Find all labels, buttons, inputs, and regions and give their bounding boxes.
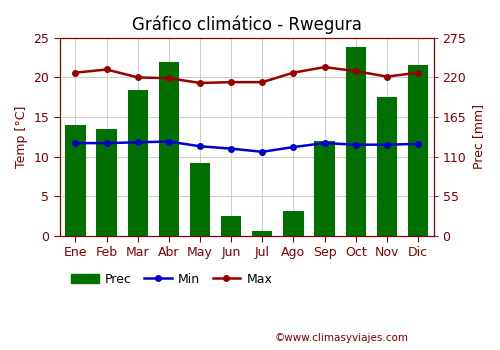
Min: [72, 141, 78, 145]
Min: [134, 140, 140, 145]
Bar: [190, 163, 210, 236]
Bar: [252, 231, 272, 236]
Max: [415, 71, 421, 75]
Title: Gráfico climático - Rwegura: Gráfico climático - Rwegura: [132, 15, 362, 34]
Max: [72, 71, 78, 75]
Line: Max: Max: [72, 64, 420, 86]
Max: [197, 81, 203, 85]
Min: [166, 139, 172, 144]
Max: [134, 75, 140, 79]
Min: [197, 144, 203, 148]
Min: [260, 150, 266, 154]
Bar: [221, 216, 241, 236]
Min: [384, 142, 390, 147]
Line: Min: Min: [72, 139, 420, 155]
Min: [352, 142, 358, 147]
Bar: [158, 62, 179, 236]
Max: [260, 80, 266, 84]
Max: [352, 69, 358, 73]
Max: [166, 76, 172, 80]
Bar: [96, 129, 116, 236]
Max: [104, 68, 110, 72]
Bar: [66, 125, 86, 236]
Bar: [128, 90, 148, 236]
Min: [322, 141, 328, 145]
Y-axis label: Prec [mm]: Prec [mm]: [472, 104, 485, 169]
Bar: [408, 65, 428, 236]
Bar: [284, 211, 304, 236]
Max: [290, 71, 296, 75]
Min: [228, 147, 234, 151]
Min: [290, 145, 296, 149]
Y-axis label: Temp [°C]: Temp [°C]: [15, 106, 28, 168]
Legend: Prec, Min, Max: Prec, Min, Max: [66, 268, 277, 291]
Bar: [314, 141, 334, 236]
Min: [415, 142, 421, 146]
Max: [384, 75, 390, 79]
Bar: [346, 47, 366, 236]
Text: ©www.climasyviajes.com: ©www.climasyviajes.com: [275, 333, 409, 343]
Min: [104, 141, 110, 145]
Bar: [376, 97, 397, 236]
Max: [228, 80, 234, 84]
Max: [322, 65, 328, 69]
